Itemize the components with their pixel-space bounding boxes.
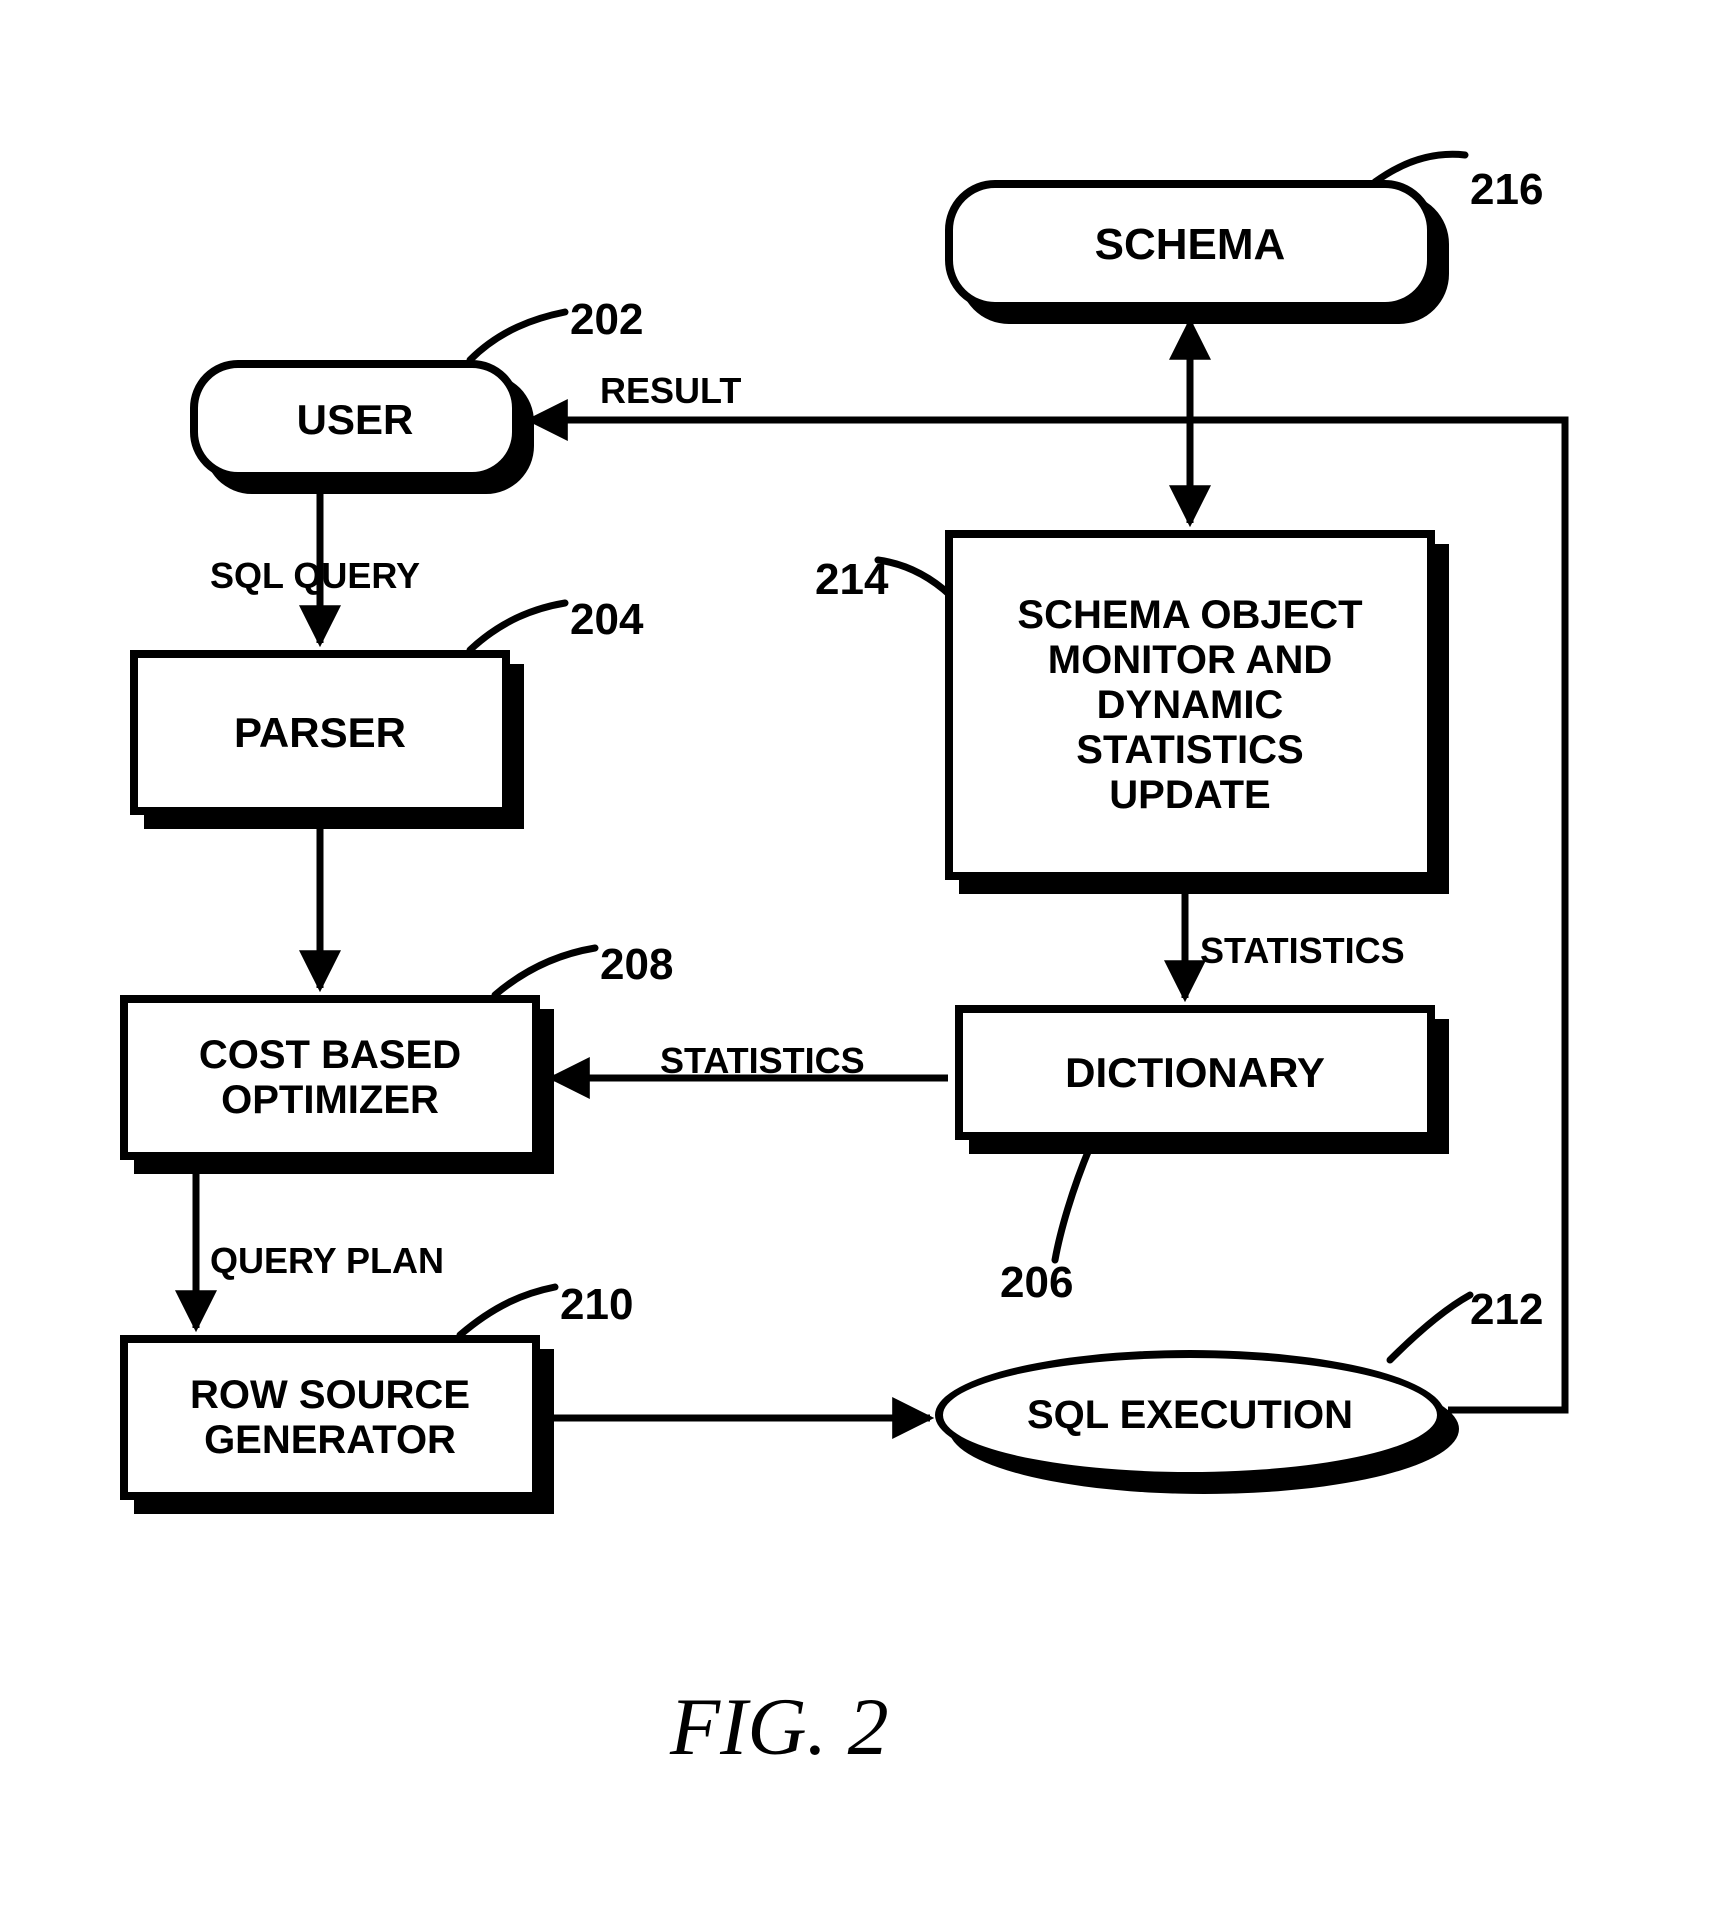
callout-schema: 216 <box>1470 165 1543 215</box>
monitor-node: SCHEMA OBJECT MONITOR AND DYNAMIC STATIS… <box>945 530 1435 880</box>
callout-leader-user <box>470 312 565 360</box>
monitor-label: SCHEMA OBJECT MONITOR AND DYNAMIC STATIS… <box>1007 593 1372 818</box>
callout-leader-optimizer <box>495 948 595 995</box>
edge-label-query_plan: QUERY PLAN <box>210 1240 444 1282</box>
sql_exec-label: SQL EXECUTION <box>1017 1393 1363 1438</box>
connector-layer <box>0 0 1717 1922</box>
edge-label-sql_query: SQL QUERY <box>210 555 420 597</box>
row_source-node: ROW SOURCE GENERATOR <box>120 1335 540 1500</box>
user-label: USER <box>287 396 424 444</box>
schema-node: SCHEMA <box>945 180 1435 310</box>
callout-dictionary: 206 <box>1000 1258 1073 1308</box>
edge-label-statistics2: STATISTICS <box>1200 930 1405 972</box>
parser-label: PARSER <box>224 709 416 757</box>
dictionary-label: DICTIONARY <box>1055 1049 1335 1097</box>
callout-monitor: 214 <box>815 555 888 605</box>
figure-caption: FIG. 2 <box>670 1680 889 1774</box>
callout-optimizer: 208 <box>600 940 673 990</box>
diagram-stage: FIG. 2 USER PARSER COST BASED OPTIMIZER ROW… <box>0 0 1717 1922</box>
optimizer-node: COST BASED OPTIMIZER <box>120 995 540 1160</box>
user-node: USER <box>190 360 520 480</box>
row_source-label: ROW SOURCE GENERATOR <box>180 1373 480 1463</box>
edge-label-result: RESULT <box>600 370 741 412</box>
callout-leader-parser <box>470 603 565 650</box>
dictionary-node: DICTIONARY <box>955 1005 1435 1140</box>
optimizer-label: COST BASED OPTIMIZER <box>189 1033 471 1123</box>
sql_exec-node: SQL EXECUTION <box>935 1350 1445 1480</box>
callout-parser: 204 <box>570 595 643 645</box>
schema-label: SCHEMA <box>1085 220 1296 270</box>
callout-leader-row_src <box>460 1287 555 1335</box>
callout-leader-sql_exec <box>1390 1295 1470 1360</box>
edge-label-statistics1: STATISTICS <box>660 1040 865 1082</box>
callout-leader-monitor <box>878 560 950 595</box>
callout-leader-schema <box>1375 154 1465 182</box>
callout-row_src: 210 <box>560 1280 633 1330</box>
parser-node: PARSER <box>130 650 510 815</box>
callout-user: 202 <box>570 295 643 345</box>
callout-leader-dictionary <box>1055 1147 1090 1260</box>
callout-sql_exec: 212 <box>1470 1285 1543 1335</box>
